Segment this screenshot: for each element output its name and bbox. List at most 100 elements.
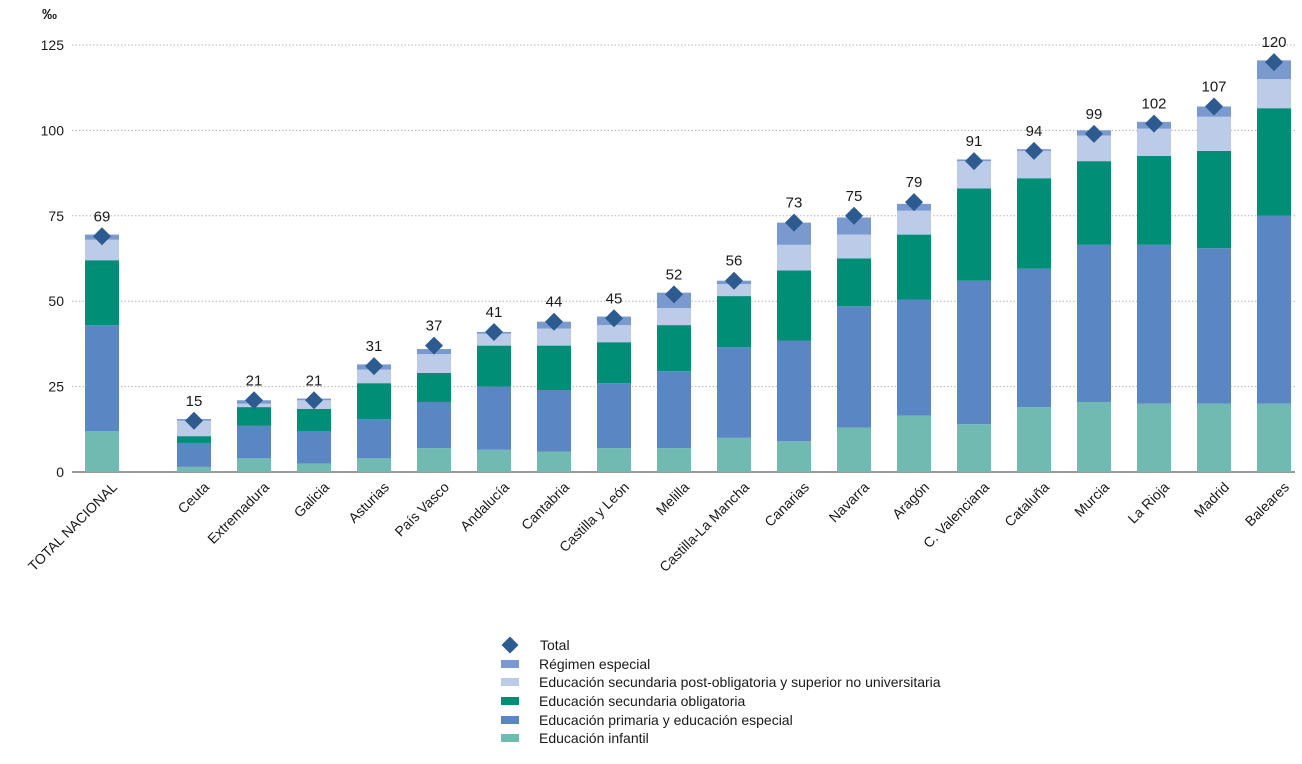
total-value-label: 69	[94, 208, 111, 225]
bar-segment	[717, 296, 751, 348]
total-value-label: 15	[186, 393, 203, 410]
x-tick-label: Asturias	[345, 479, 392, 526]
legend-diamond-marker	[501, 636, 519, 654]
legend-swatch	[501, 678, 519, 687]
total-marker	[425, 336, 443, 355]
bar-segment	[417, 448, 451, 472]
bar-segment	[837, 217, 871, 235]
total-marker	[845, 206, 863, 225]
bar-segment	[417, 354, 451, 373]
legend-label: Educación infantil	[539, 730, 649, 747]
legend-label: Régimen especial	[539, 655, 651, 672]
bar-segment	[897, 415, 931, 472]
bar-segment	[237, 425, 271, 459]
bar-segment	[897, 210, 931, 235]
bar-segment	[177, 436, 211, 443]
bar-segment	[85, 431, 119, 472]
bar-segment	[837, 427, 871, 472]
bar-segment	[957, 424, 991, 472]
total-marker	[905, 193, 923, 212]
bar-segment	[837, 306, 871, 428]
x-tick-label: Canarias	[761, 479, 812, 530]
total-value-label: 75	[846, 188, 863, 205]
total-marker	[605, 309, 623, 328]
legend-item: Educación primaria y educación especial	[500, 710, 941, 729]
x-tick-label: Madrid	[1191, 479, 1233, 521]
bar-segment	[85, 260, 119, 326]
x-tick-label: Murcia	[1071, 479, 1112, 520]
total-value-label: 79	[906, 174, 923, 191]
bar-segment	[1257, 108, 1291, 216]
bar-segment	[537, 345, 571, 391]
bar-segment	[1137, 244, 1171, 404]
bar-segment	[297, 431, 331, 464]
bar-segment	[1257, 79, 1291, 109]
legend-item: Régimen especial	[500, 655, 941, 674]
legend-swatch	[501, 659, 519, 668]
bar-segment	[1017, 407, 1051, 472]
bar-segment	[657, 308, 691, 326]
legend-label: Educación primaria y educación especial	[539, 711, 793, 728]
bar-segment	[1197, 116, 1231, 151]
y-tick-label: 50	[48, 293, 64, 309]
bar-segment	[537, 328, 571, 346]
bar-segment	[897, 234, 931, 300]
legend-swatch	[501, 697, 519, 706]
total-marker	[965, 152, 983, 171]
y-tick-label: 0	[56, 464, 64, 480]
total-marker	[485, 322, 503, 341]
total-value-label: 73	[786, 195, 803, 212]
total-marker	[785, 213, 803, 232]
total-value-label: 56	[726, 253, 743, 270]
total-marker	[1025, 141, 1043, 160]
total-marker	[185, 411, 203, 430]
bar-segment	[1197, 403, 1231, 472]
bar-segment	[1137, 403, 1171, 472]
chart-legend: Total Régimen especial Educación secundari…	[500, 636, 941, 748]
total-value-label: 107	[1201, 78, 1226, 95]
total-value-label: 45	[606, 290, 623, 307]
legend-swatch	[501, 734, 519, 743]
legend-swatch	[501, 715, 519, 724]
total-marker	[545, 312, 563, 331]
stacked-bar-chart: 0 25 50 75 100 125 69 TOTAL NACIONAL 15 Ceuta 21 Ex…	[25, 34, 1295, 575]
x-tick-label: La Rioja	[1124, 479, 1172, 527]
bar-segment	[357, 419, 391, 459]
total-marker	[725, 271, 743, 290]
bar-segment	[777, 340, 811, 442]
legend-item: Educación secundaria post-obligatoria y …	[500, 673, 941, 692]
bar-segment	[657, 371, 691, 449]
total-value-label: 44	[546, 294, 563, 311]
total-value-label: 21	[246, 372, 263, 389]
bar-segment	[837, 258, 871, 307]
bar-segment	[537, 451, 571, 472]
x-tick-label: Navarra	[826, 479, 873, 526]
x-tick-label: Cantabria	[518, 479, 572, 533]
legend-label: Educación secundaria obligatoria	[539, 693, 746, 710]
total-value-label: 37	[426, 318, 443, 335]
bar-segment	[417, 372, 451, 402]
bar-segment	[357, 369, 391, 384]
x-tick-label: Cataluña	[1001, 479, 1052, 530]
bar-segment	[237, 407, 271, 426]
legend-item: Total	[500, 636, 941, 655]
bar-segment	[85, 325, 119, 432]
bar-segment	[657, 325, 691, 372]
total-marker	[1145, 114, 1163, 133]
total-marker	[365, 357, 383, 376]
x-tick-label: TOTAL NACIONAL	[25, 479, 120, 574]
legend-label: Total	[540, 637, 570, 654]
bar-segment	[85, 239, 119, 261]
bar-segment	[357, 458, 391, 472]
total-marker	[1205, 97, 1223, 116]
total-value-label: 99	[1086, 106, 1103, 123]
bar-segment	[1077, 401, 1111, 472]
bar-segment	[777, 270, 811, 341]
bar-segment	[777, 244, 811, 271]
x-tick-label: Aragón	[889, 479, 932, 522]
bar-segment	[417, 401, 451, 449]
bar-segment	[297, 463, 331, 472]
bar-segment	[597, 342, 631, 384]
bar-segment	[477, 449, 511, 472]
total-marker	[1085, 124, 1103, 143]
